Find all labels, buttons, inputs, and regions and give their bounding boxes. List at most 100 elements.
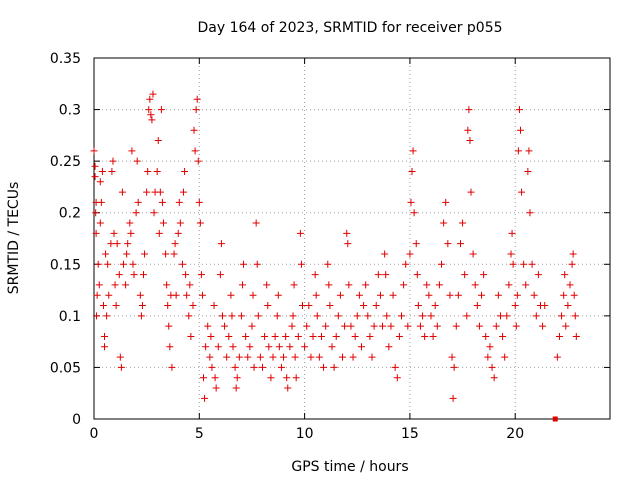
data-point	[98, 167, 106, 175]
data-point	[172, 291, 180, 299]
data-point	[165, 322, 173, 330]
data-point	[186, 281, 194, 289]
data-point	[518, 188, 526, 196]
data-point	[200, 374, 208, 382]
data-point	[446, 291, 454, 299]
data-point	[511, 302, 519, 310]
data-point	[372, 302, 380, 310]
data-point	[404, 322, 412, 330]
data-point	[115, 271, 123, 279]
data-point	[94, 260, 102, 268]
data-point	[530, 291, 538, 299]
data-point	[198, 291, 206, 299]
data-point	[212, 384, 220, 392]
data-point	[368, 353, 376, 361]
data-point	[126, 219, 134, 227]
data-point	[231, 363, 239, 371]
data-point	[157, 106, 165, 114]
plot-frame	[93, 57, 611, 420]
data-point	[376, 291, 384, 299]
data-point	[301, 343, 309, 351]
data-point	[168, 363, 176, 371]
data-point	[229, 343, 237, 351]
data-point	[406, 250, 414, 258]
data-point	[256, 353, 264, 361]
data-point	[240, 260, 248, 268]
data-point	[216, 271, 224, 279]
y-tick-label: 0.35	[50, 51, 81, 67]
data-point	[486, 343, 494, 351]
data-point	[414, 302, 422, 310]
grid	[94, 58, 610, 419]
data-point	[427, 312, 435, 320]
data-point	[349, 353, 357, 361]
data-point	[534, 271, 542, 279]
data-point	[93, 312, 101, 320]
data-point	[324, 260, 332, 268]
data-point	[283, 374, 291, 382]
data-point	[282, 332, 290, 340]
data-point	[183, 291, 191, 299]
data-point	[248, 322, 256, 330]
data-point	[332, 332, 340, 340]
data-point	[137, 312, 145, 320]
data-point	[109, 157, 117, 165]
data-point	[456, 240, 464, 248]
data-point	[568, 260, 576, 268]
data-point	[307, 353, 315, 361]
data-point	[292, 374, 300, 382]
data-point	[513, 291, 521, 299]
data-point	[153, 167, 161, 175]
data-point	[400, 281, 408, 289]
data-point	[299, 302, 307, 310]
data-point	[129, 260, 137, 268]
data-point	[182, 271, 190, 279]
data-point	[178, 260, 186, 268]
data-point	[328, 343, 336, 351]
data-point	[208, 363, 216, 371]
data-point	[92, 229, 100, 237]
data-point	[133, 157, 141, 165]
data-point	[490, 374, 498, 382]
data-point	[263, 281, 271, 289]
data-point	[156, 188, 164, 196]
data-point	[117, 363, 125, 371]
data-point	[431, 302, 439, 310]
data-point	[469, 250, 477, 258]
data-point	[444, 240, 452, 248]
data-point	[499, 332, 507, 340]
data-point	[101, 332, 109, 340]
data-point	[250, 363, 258, 371]
x-tick-label: 10	[296, 426, 314, 442]
data-points	[90, 90, 580, 422]
chart-title: Day 164 of 2023, SRMTID for receiver p05…	[197, 20, 502, 36]
data-point	[360, 302, 368, 310]
data-point	[484, 353, 492, 361]
data-point	[96, 178, 104, 186]
data-point	[233, 374, 241, 382]
data-point	[341, 322, 349, 330]
data-point	[572, 332, 580, 340]
data-point	[141, 250, 149, 258]
data-point	[387, 322, 395, 330]
data-point	[193, 95, 201, 103]
data-point	[336, 291, 344, 299]
data-point	[317, 332, 325, 340]
data-point	[345, 281, 353, 289]
data-point	[92, 209, 100, 217]
data-point	[275, 343, 283, 351]
data-point	[334, 312, 342, 320]
data-point	[466, 137, 474, 145]
data-point	[155, 229, 163, 237]
data-point	[325, 281, 333, 289]
data-point	[515, 106, 523, 114]
data-point	[210, 302, 218, 310]
data-point	[397, 312, 405, 320]
data-point	[570, 291, 578, 299]
data-point	[252, 219, 260, 227]
data-point	[97, 198, 105, 206]
data-point	[108, 167, 116, 175]
data-point	[139, 271, 147, 279]
data-point	[416, 322, 424, 330]
data-point	[111, 281, 119, 289]
